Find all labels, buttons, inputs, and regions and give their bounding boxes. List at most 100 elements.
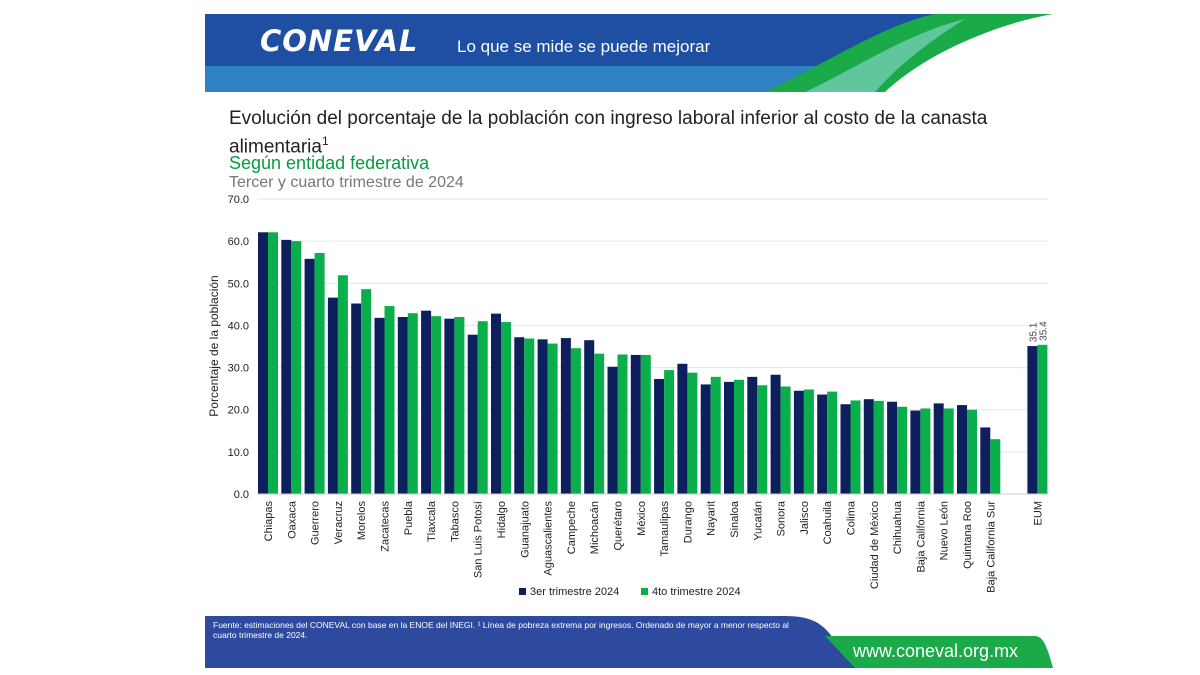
legend-swatch xyxy=(519,588,526,595)
y-tick-label: 40.0 xyxy=(228,320,249,332)
bar-q3 xyxy=(327,297,338,494)
x-tick-label: Tamaulipas xyxy=(659,501,671,557)
chart-title: Evolución del porcentaje de la población… xyxy=(229,108,1029,158)
bar-q4 xyxy=(873,400,884,494)
x-tick-label: Michoacán xyxy=(589,501,601,554)
bar-q4 xyxy=(967,409,977,494)
x-tick-label: Colima xyxy=(846,500,858,535)
bar-q4 xyxy=(361,289,372,494)
bar-q4 xyxy=(920,408,931,494)
website-link[interactable]: www.coneval.org.mx xyxy=(853,641,1019,661)
x-tick-label: Querétaro xyxy=(613,501,625,551)
x-tick-label: Guerrero xyxy=(310,501,322,545)
bar-q4 xyxy=(477,321,488,494)
x-tick-label: Tabasco xyxy=(449,501,461,542)
bar-q4 xyxy=(827,391,838,494)
y-axis-label: Porcentaje de la población xyxy=(207,275,221,416)
slogan: Lo que se mide se puede mejorar xyxy=(457,37,711,56)
bar-q3 xyxy=(654,378,665,494)
x-tick-label: Coahuila xyxy=(822,500,834,544)
x-tick-label: Sinaloa xyxy=(729,500,741,538)
bar-q4 xyxy=(757,385,768,494)
header-banner xyxy=(205,14,1053,92)
bar-q3 xyxy=(304,258,315,494)
y-tick-label: 10.0 xyxy=(228,447,249,459)
y-tick-label: 50.0 xyxy=(228,278,249,290)
y-tick-label: 20.0 xyxy=(228,405,249,417)
chart-period: Tercer y cuarto trimestre de 2024 xyxy=(229,174,464,191)
bar-q4 xyxy=(617,354,628,494)
bar-q3 xyxy=(560,338,571,494)
bar-q4 xyxy=(850,400,861,494)
bar-q4 xyxy=(524,338,535,494)
bar-q4 xyxy=(291,241,302,494)
x-tick-label: Yucatán xyxy=(752,501,764,541)
x-tick-label: Oaxaca xyxy=(286,500,298,539)
bar-q3 xyxy=(933,403,944,494)
footer-banner xyxy=(205,616,1053,668)
x-tick-label: Durango xyxy=(682,501,694,543)
bar-q4 xyxy=(803,389,814,494)
bar-q4 xyxy=(570,348,581,494)
bar-q4 xyxy=(501,322,511,494)
bar-q3 xyxy=(514,337,525,494)
bar-q4 xyxy=(640,354,651,494)
bar-q3 xyxy=(747,376,758,494)
bar-q3 xyxy=(374,317,385,494)
bar-q4 xyxy=(897,406,908,494)
chart-title-text: Evolución del porcentaje de la población… xyxy=(229,108,988,158)
x-tick-label: Nayarit xyxy=(706,501,718,536)
chart-subtitle: Según entidad federativa xyxy=(229,153,430,173)
bar-q4 xyxy=(547,343,558,494)
bar-q4 xyxy=(1037,344,1048,494)
bar-q4 xyxy=(337,275,348,494)
x-tick-label: Baja California xyxy=(915,500,927,572)
x-tick-label: Puebla xyxy=(403,500,415,535)
bar-q3 xyxy=(467,334,478,494)
x-tick-label: Aguascalientes xyxy=(543,501,555,576)
source-note: Fuente: estimaciones del CONEVAL con bas… xyxy=(213,620,789,640)
legend-label: 4to trimestre 2024 xyxy=(652,586,741,598)
x-tick-label: Sonora xyxy=(776,500,788,536)
x-tick-label: Quintana Roo xyxy=(962,501,974,569)
bar-q3 xyxy=(793,390,804,494)
x-tick-label: Nuevo León xyxy=(939,501,951,560)
bar-q3 xyxy=(957,405,967,494)
x-tick-label: Campeche xyxy=(566,501,578,554)
bar-q4 xyxy=(943,408,954,494)
title-footnote-mark: 1 xyxy=(321,134,329,148)
bar-q3 xyxy=(910,410,921,494)
bar-q3 xyxy=(724,381,734,494)
bar-q3 xyxy=(444,318,455,494)
bar-q3 xyxy=(630,354,641,494)
bar-q4 xyxy=(594,353,605,494)
bar-q3 xyxy=(1027,346,1038,494)
y-tick-label: 0.0 xyxy=(234,489,249,501)
legend-label: 3er trimestre 2024 xyxy=(530,586,619,598)
y-tick-label: 70.0 xyxy=(228,194,249,206)
x-tick-label: Jalisco xyxy=(799,501,811,535)
x-tick-label: Chihuahua xyxy=(892,500,904,554)
x-tick-label: México xyxy=(636,501,648,536)
bar-q4 xyxy=(314,252,325,494)
y-tick-label: 60.0 xyxy=(228,236,249,248)
x-tick-label: San Luis Potosí xyxy=(473,501,485,578)
bar-q4 xyxy=(990,439,1001,494)
y-tick-label: 30.0 xyxy=(228,363,249,375)
bar-q3 xyxy=(887,401,898,494)
legend-swatch xyxy=(641,588,648,595)
x-tick-label: Zacatecas xyxy=(380,501,392,552)
bar-q4 xyxy=(454,317,465,494)
bar-chart: 0.0 10.0 20.0 30.0 40.0 50.0 60.0 70.0 Porcentaj… xyxy=(207,194,1049,598)
bar-q3 xyxy=(863,399,874,494)
x-tick-label: Ciudad de México xyxy=(869,501,881,589)
bar-q3 xyxy=(537,339,548,494)
bar-q3 xyxy=(421,310,432,494)
bar-q3 xyxy=(770,374,781,494)
bar-q3 xyxy=(700,384,711,494)
bar-q3 xyxy=(491,313,501,494)
x-tick-label: Veracruz xyxy=(333,501,345,544)
bar-q3 xyxy=(677,363,688,494)
bar-q3 xyxy=(258,232,268,495)
infographic-card: CONEVAL Lo que se mide se puede mejorar … xyxy=(205,14,1053,668)
